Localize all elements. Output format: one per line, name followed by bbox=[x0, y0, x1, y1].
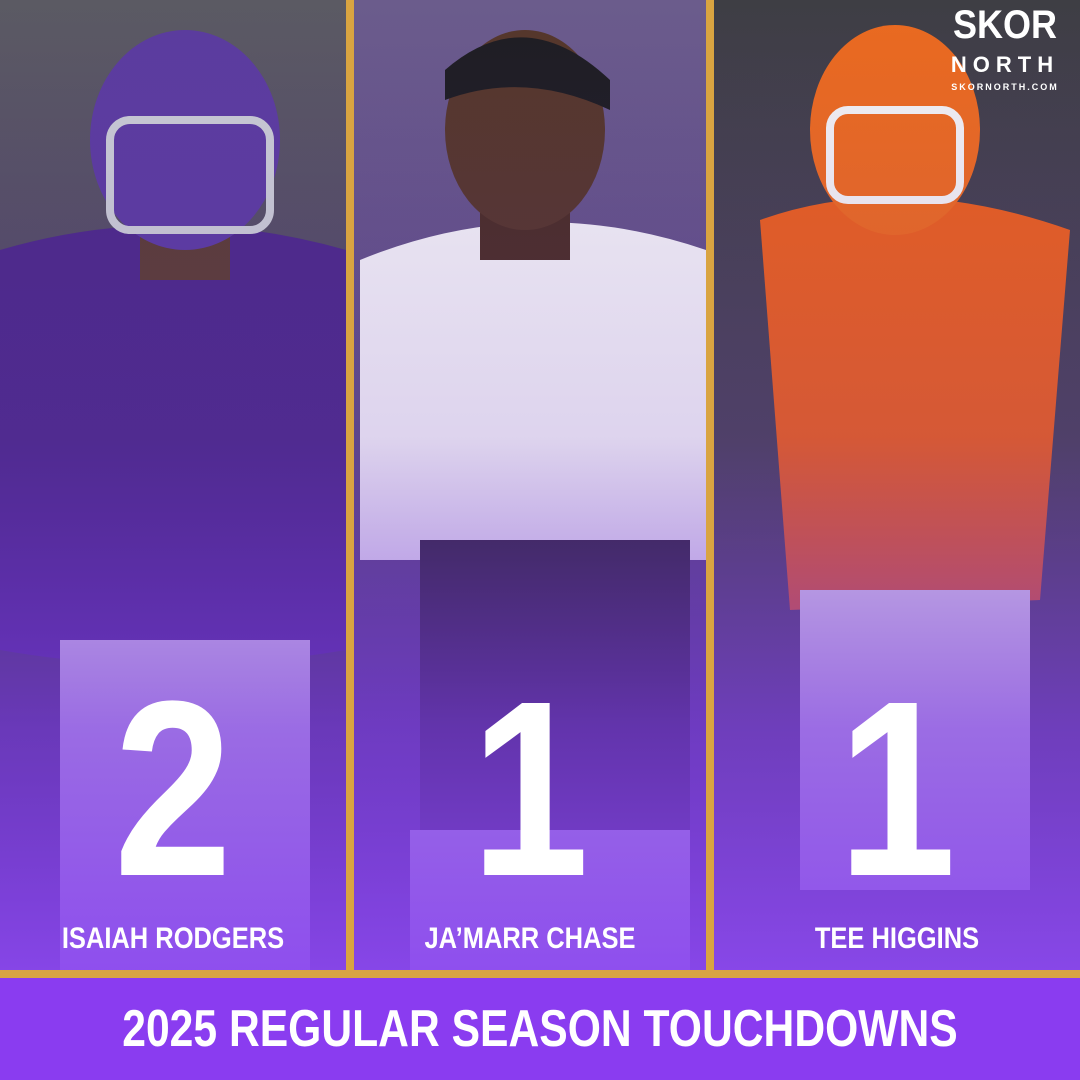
logo-site: SKORNORTH.COM bbox=[951, 82, 1059, 92]
panel bbox=[714, 0, 1080, 970]
content: SKOR NORTH SKORNORTH.COM 2025 REGULAR SE… bbox=[62, 3, 1059, 1058]
title: 2025 REGULAR SEASON TOUCHDOWNS bbox=[122, 1000, 957, 1058]
player-name: ISAIAH RODGERS bbox=[62, 921, 284, 954]
touchdown-count: 1 bbox=[471, 650, 589, 929]
panel bbox=[354, 0, 706, 970]
title-bar bbox=[0, 978, 1080, 1080]
player-name: JA’MARR CHASE bbox=[424, 921, 635, 954]
touchdown-count: 2 bbox=[114, 650, 232, 929]
player-name: TEE HIGGINS bbox=[815, 921, 979, 954]
touchdown-count: 1 bbox=[838, 650, 956, 929]
logo-sub: NORTH bbox=[951, 52, 1059, 77]
logo-brand: SKOR bbox=[953, 3, 1057, 47]
panel bbox=[0, 0, 346, 970]
